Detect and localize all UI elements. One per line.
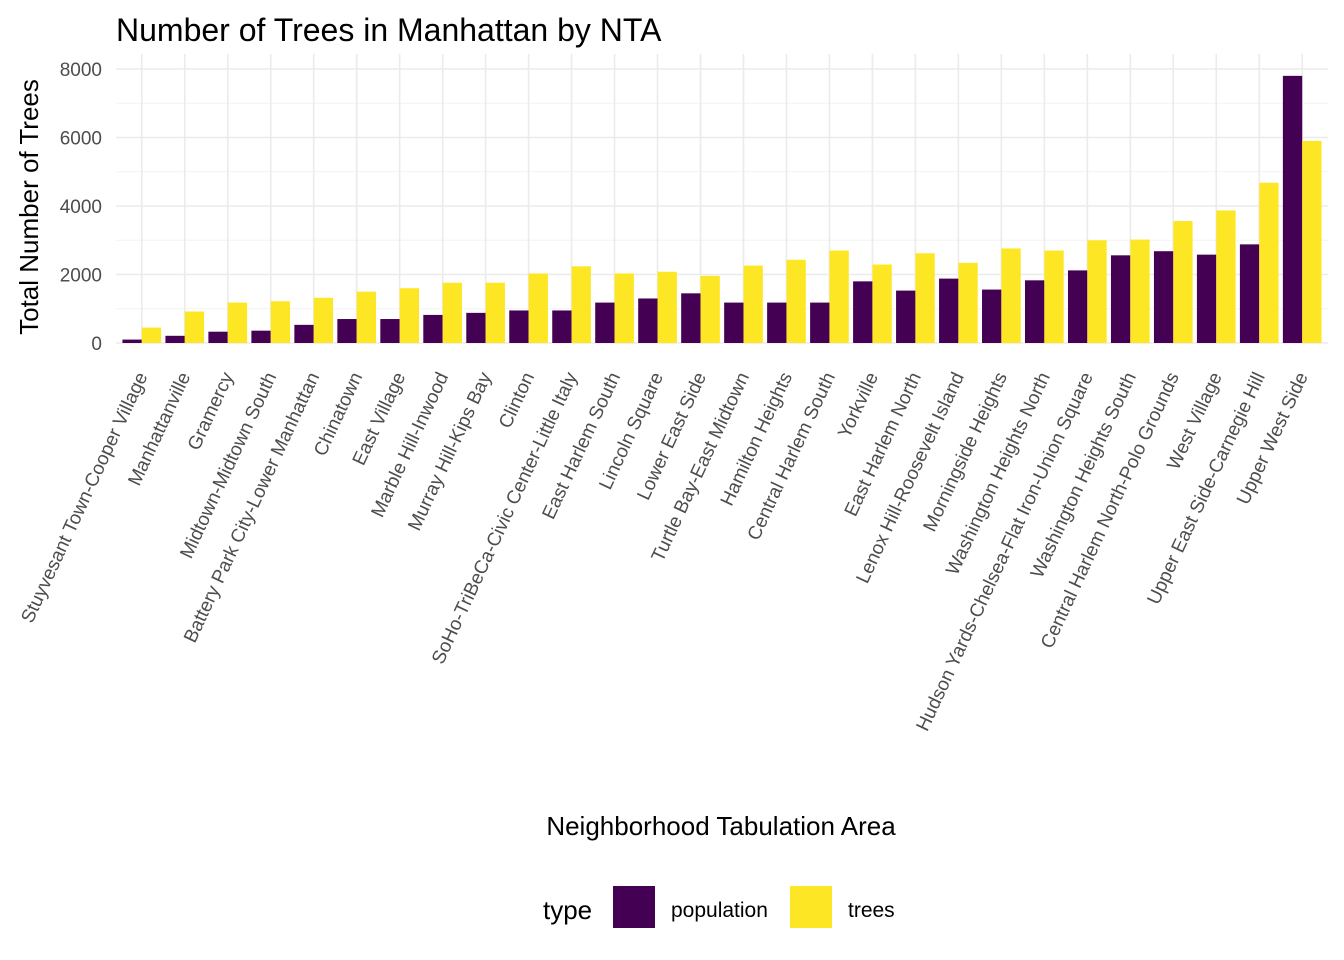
bar-population: [595, 302, 615, 343]
bar-trees: [657, 271, 677, 343]
bar-trees: [270, 301, 291, 343]
bar-population: [1153, 251, 1174, 343]
x-tick-label: Yorkville: [834, 369, 883, 441]
y-axis-ticks: 0 2000 4000 6000 8000: [60, 60, 102, 355]
bar-population: [810, 302, 830, 343]
bar-population: [337, 319, 357, 343]
bar-trees: [1044, 250, 1064, 343]
bar-trees: [528, 273, 548, 343]
y-tick-label: 2000: [60, 266, 102, 287]
bar-trees: [485, 282, 505, 343]
legend-key-population: [613, 886, 655, 928]
legend-key-trees: [790, 886, 832, 928]
y-tick-label: 0: [91, 334, 102, 355]
bar-trees: [442, 282, 462, 343]
bar-population: [466, 312, 486, 343]
bar-population: [1282, 75, 1303, 343]
bar-population: [939, 278, 959, 343]
bar-trees: [1173, 221, 1193, 343]
bar-population: [251, 330, 271, 343]
legend-label-trees: trees: [848, 899, 895, 922]
bar-trees: [356, 291, 377, 343]
plot-bars: [122, 75, 1322, 343]
bar-population: [1067, 270, 1088, 343]
bar-population: [122, 339, 142, 343]
bar-population: [724, 302, 744, 343]
bar-population: [638, 298, 658, 343]
y-tick-label: 4000: [60, 197, 102, 218]
bar-trees: [1087, 240, 1107, 343]
bar-trees: [872, 264, 892, 343]
bar-trees: [571, 266, 591, 343]
bar-population: [423, 314, 443, 343]
bar-population: [552, 310, 572, 343]
chart-title: Number of Trees in Manhattan by NTA: [116, 12, 662, 48]
legend-title: type: [543, 895, 592, 925]
y-axis-title: Total Number of Trees: [14, 79, 44, 335]
bar-population: [767, 302, 787, 343]
y-tick-label: 8000: [60, 60, 102, 81]
bar-trees: [313, 297, 334, 343]
bar-population: [509, 310, 529, 343]
x-tick-label: Clinton: [495, 369, 539, 431]
y-tick-label: 6000: [60, 129, 102, 150]
bar-population: [294, 324, 314, 343]
bar-trees: [1216, 210, 1236, 343]
bar-population: [165, 335, 185, 343]
bar-trees: [1001, 248, 1021, 343]
bar-trees: [1259, 182, 1279, 343]
bar-trees: [915, 253, 935, 343]
x-tick-label: Stuyvesant Town-Cooper Village: [18, 369, 153, 626]
bar-population: [1196, 254, 1217, 343]
bar-population: [1025, 280, 1045, 343]
legend: type population trees: [543, 886, 895, 928]
bar-trees: [1302, 140, 1322, 343]
bar-trees: [743, 265, 763, 343]
legend-label-population: population: [671, 899, 768, 922]
bar-population: [681, 293, 701, 343]
bar-population: [1110, 255, 1131, 343]
bar-trees: [786, 259, 806, 343]
x-axis-ticks: Stuyvesant Town-Cooper VillageManhattanv…: [18, 369, 1313, 735]
bar-population: [896, 290, 916, 343]
bar-population: [982, 289, 1002, 343]
bar-trees: [700, 275, 720, 343]
bar-trees: [184, 311, 205, 343]
bar-population: [1239, 244, 1260, 343]
x-axis-title: Neighborhood Tabulation Area: [546, 811, 896, 841]
bar-trees: [829, 250, 849, 343]
bar-trees: [227, 302, 248, 343]
bar-population: [380, 319, 400, 343]
bar-trees: [958, 262, 978, 343]
bar-trees: [1130, 239, 1150, 343]
bar-trees: [614, 273, 634, 343]
bar-population: [208, 331, 228, 343]
bar-trees: [399, 288, 419, 343]
bar-population: [853, 281, 873, 343]
bar-trees: [141, 327, 162, 343]
